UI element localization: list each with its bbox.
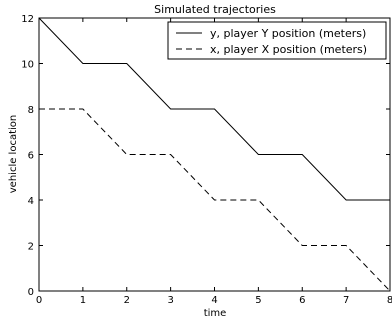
x-tick-label: 4 <box>211 295 217 306</box>
series-line-2 <box>39 108 391 292</box>
series-line-1 <box>38 17 390 201</box>
x-tick-label: 3 <box>167 295 173 306</box>
y-tick-label: 0 <box>28 287 34 298</box>
y-tick-label: 2 <box>28 242 34 253</box>
x-tick-label: 1 <box>80 295 86 306</box>
x-tick-label: 0 <box>36 295 42 306</box>
legend-label-2: x, player X position (meters) <box>210 43 367 56</box>
x-tick-label: 5 <box>255 295 261 306</box>
y-tick-label: 4 <box>28 196 34 207</box>
y-axis-label: vehicle location <box>8 115 19 193</box>
legend-label-1: y, player Y position (meters) <box>210 27 366 40</box>
chart-title: Simulated trajectories <box>154 3 276 16</box>
x-tick-label: 8 <box>387 295 392 306</box>
y-tick-label: 12 <box>21 14 34 25</box>
legend-box <box>167 21 387 60</box>
x-tick-label: 6 <box>299 295 305 306</box>
y-tick-label: 6 <box>28 151 34 162</box>
legend: y, player Y position (meters) x, player X… <box>167 21 387 60</box>
x-tick-label: 2 <box>124 295 130 306</box>
y-tick-label: 8 <box>28 105 34 116</box>
y-tick-label: 10 <box>21 60 34 71</box>
x-tick-label: 7 <box>343 295 349 306</box>
x-axis-label: time <box>204 308 227 319</box>
